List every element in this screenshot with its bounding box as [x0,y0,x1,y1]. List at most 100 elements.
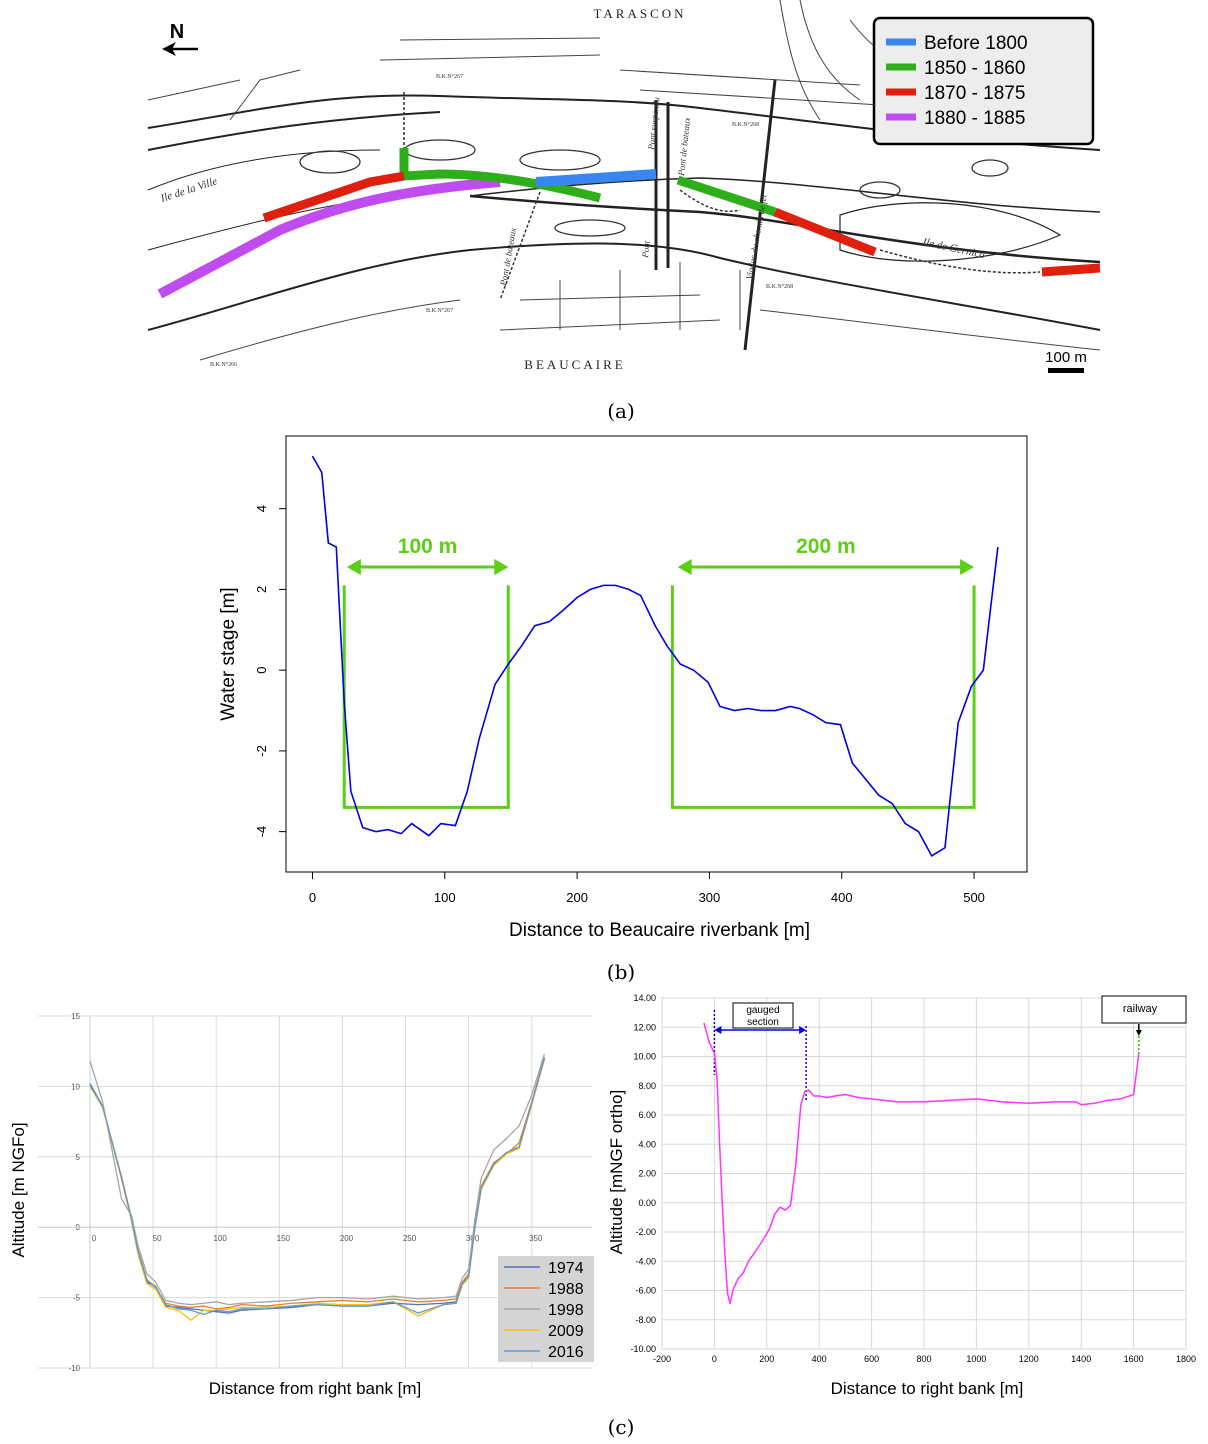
y-tick-label-cr-11: 12.00 [633,1022,656,1032]
north-label: N [170,21,184,43]
y-axis-label-cr: Altitude [mNGF ortho] [607,1090,626,1254]
legend-label-1: 1850 - 1860 [924,58,1025,79]
series-line-1998 [89,1053,545,1306]
series-line-2016 [89,1058,546,1316]
x-tick-label-b-0: 0 [309,890,316,905]
axis-1870-1875-b [773,207,877,257]
y-tick-label-cl-1: -5 [73,1294,81,1303]
width-arrow-head-right-1 [960,559,975,575]
width-arrow-head-left-1 [677,559,692,575]
legend-label-cl-3: 2009 [548,1323,584,1340]
axis-1850-1860-b [676,175,777,217]
x-tick-label-b-4: 400 [831,890,853,905]
chart-water-stage: 0 100 200 300 400 500 -4 -2 0 2 4 Distance to Beauc… [218,435,1028,941]
width-label-0: 100 m [398,535,458,558]
axis-1870-1875-c [1041,263,1101,277]
axis-1880-1885 [157,177,501,299]
x-tick-label-b-1: 100 [434,890,456,905]
y-tick-label-cl-4: 10 [71,1082,80,1091]
legend-label-3: 1880 - 1885 [924,108,1025,129]
x-tick-label-cr-5: 800 [916,1354,931,1364]
gauged-label-2: section [747,1017,779,1028]
series-line-altitude [703,1022,1140,1304]
y-tick-label-cr-7: 4.00 [638,1139,656,1149]
x-tick-label-cl-2: 100 [214,1234,228,1243]
x-axis-label-cl: Distance from right bank [m] [209,1379,422,1398]
x-tick-label-cr-7: 1200 [1019,1354,1039,1364]
x-tick-label-cl-0: 0 [92,1234,97,1243]
gauged-label-1: gauged [746,1005,779,1016]
panel-label-c: (c) [608,1415,635,1439]
y-axis-label-b: Water stage [m] [218,587,239,720]
x-tick-label-cr-6: 1000 [966,1354,986,1364]
x-tick-label-cr-8: 1400 [1071,1354,1091,1364]
series-line-2009 [89,1059,546,1321]
width-label-1: 200 m [796,535,856,558]
north-arrow: N [162,21,198,56]
gauged-box [732,1002,794,1029]
width-arrow-head-left-0 [346,559,361,575]
width-arrow-head-right-0 [494,559,509,575]
panel-label-a: (a) [607,399,635,423]
gauged-arrow-head-right [799,1026,807,1034]
town-bottom: BEAUCAIRE [524,357,625,372]
scale-label: 100 m [1045,349,1087,366]
y-tick-label-b-3: 2 [254,586,269,593]
railway-arrow-head [1135,1030,1142,1036]
legend-label-cl-4: 2016 [548,1344,584,1361]
legend-label-0: Before 1800 [924,33,1028,54]
y-tick-label-b-2: 0 [254,667,269,674]
x-tick-label-cr-1: 0 [712,1354,717,1364]
channel-box-0 [342,585,510,809]
y-axis-label-cl: Altitude [m NGFo] [9,1122,28,1257]
x-tick-label-cl-3: 150 [277,1234,291,1243]
axis-1870-1875-a [262,171,405,223]
x-tick-label-cr-10: 1800 [1176,1354,1196,1364]
map-label-bk267: B.K.N°267 [436,73,463,80]
legend-label-cl-1: 1988 [548,1281,584,1298]
chart-altitude-right: -10.00 -8.00 -6.00 -4.00 -2.00 0.00 2.00 4.00 6.… [607,993,1196,1398]
x-tick-label-b-3: 300 [699,890,721,905]
y-tick-label-cr-10: 10.00 [633,1052,656,1062]
map-label-bk266: B.K.N°266 [210,361,237,368]
y-tick-label-cr-12: 14.00 [633,993,656,1003]
y-tick-label-cr-5: 0.00 [638,1198,656,1208]
railway-box [1101,995,1187,1024]
x-axis-label-cr: Distance to right bank [m] [831,1379,1024,1398]
x-tick-label-cr-0: -200 [653,1354,671,1364]
x-tick-label-b-5: 500 [963,890,985,905]
y-tick-label-cl-3: 5 [76,1153,81,1162]
series-line-1974 [89,1058,546,1314]
y-tick-label-cr-4: -2.00 [635,1227,656,1237]
series-line-1988 [89,1056,546,1310]
x-tick-label-cl-4: 200 [340,1234,354,1243]
x-tick-label-cl-1: 50 [153,1234,162,1243]
axis-1850-1860-a [399,148,602,203]
y-tick-label-cr-6: 2.00 [638,1169,656,1179]
map-label-bk267-2: B.K.N°267 [426,307,453,314]
town-top: TARASCON [593,6,686,21]
plot-frame-b [285,435,1028,873]
y-tick-label-b-4: 4 [254,505,269,512]
x-tick-label-cr-2: 200 [759,1354,774,1364]
scale-bar [1048,368,1084,373]
series-line-water-stage [311,455,999,857]
legend-label-cl-0: 1974 [548,1260,584,1277]
x-tick-label-cr-9: 1600 [1124,1354,1144,1364]
x-tick-label-cr-3: 400 [812,1354,827,1364]
chart-altitude-left: -10-5051015050100150200250300350Distance… [9,1012,594,1398]
map-legend: Before 1800 1850 - 1860 1870 - 1875 1880 - … [872,16,1095,146]
y-tick-label-cr-0: -10.00 [630,1344,656,1354]
x-tick-label-cr-4: 600 [864,1354,879,1364]
legend-label-2: 1870 - 1875 [924,83,1025,104]
y-tick-label-cr-2: -6.00 [635,1286,656,1296]
y-tick-label-cr-8: 6.00 [638,1110,656,1120]
legend-label-cl-2: 1998 [548,1302,584,1319]
panel-label-b: (b) [607,960,635,984]
y-tick-label-cl-0: -10 [68,1364,80,1373]
x-tick-label-cl-5: 250 [403,1234,417,1243]
y-tick-label-b-0: -4 [254,826,269,838]
historic-map: TARASCON BEAUCAIRE Ile de la Ville Ile d… [147,0,1101,373]
gauged-arrow-head-left [714,1026,722,1034]
y-tick-label-cr-3: -4.00 [635,1256,656,1266]
